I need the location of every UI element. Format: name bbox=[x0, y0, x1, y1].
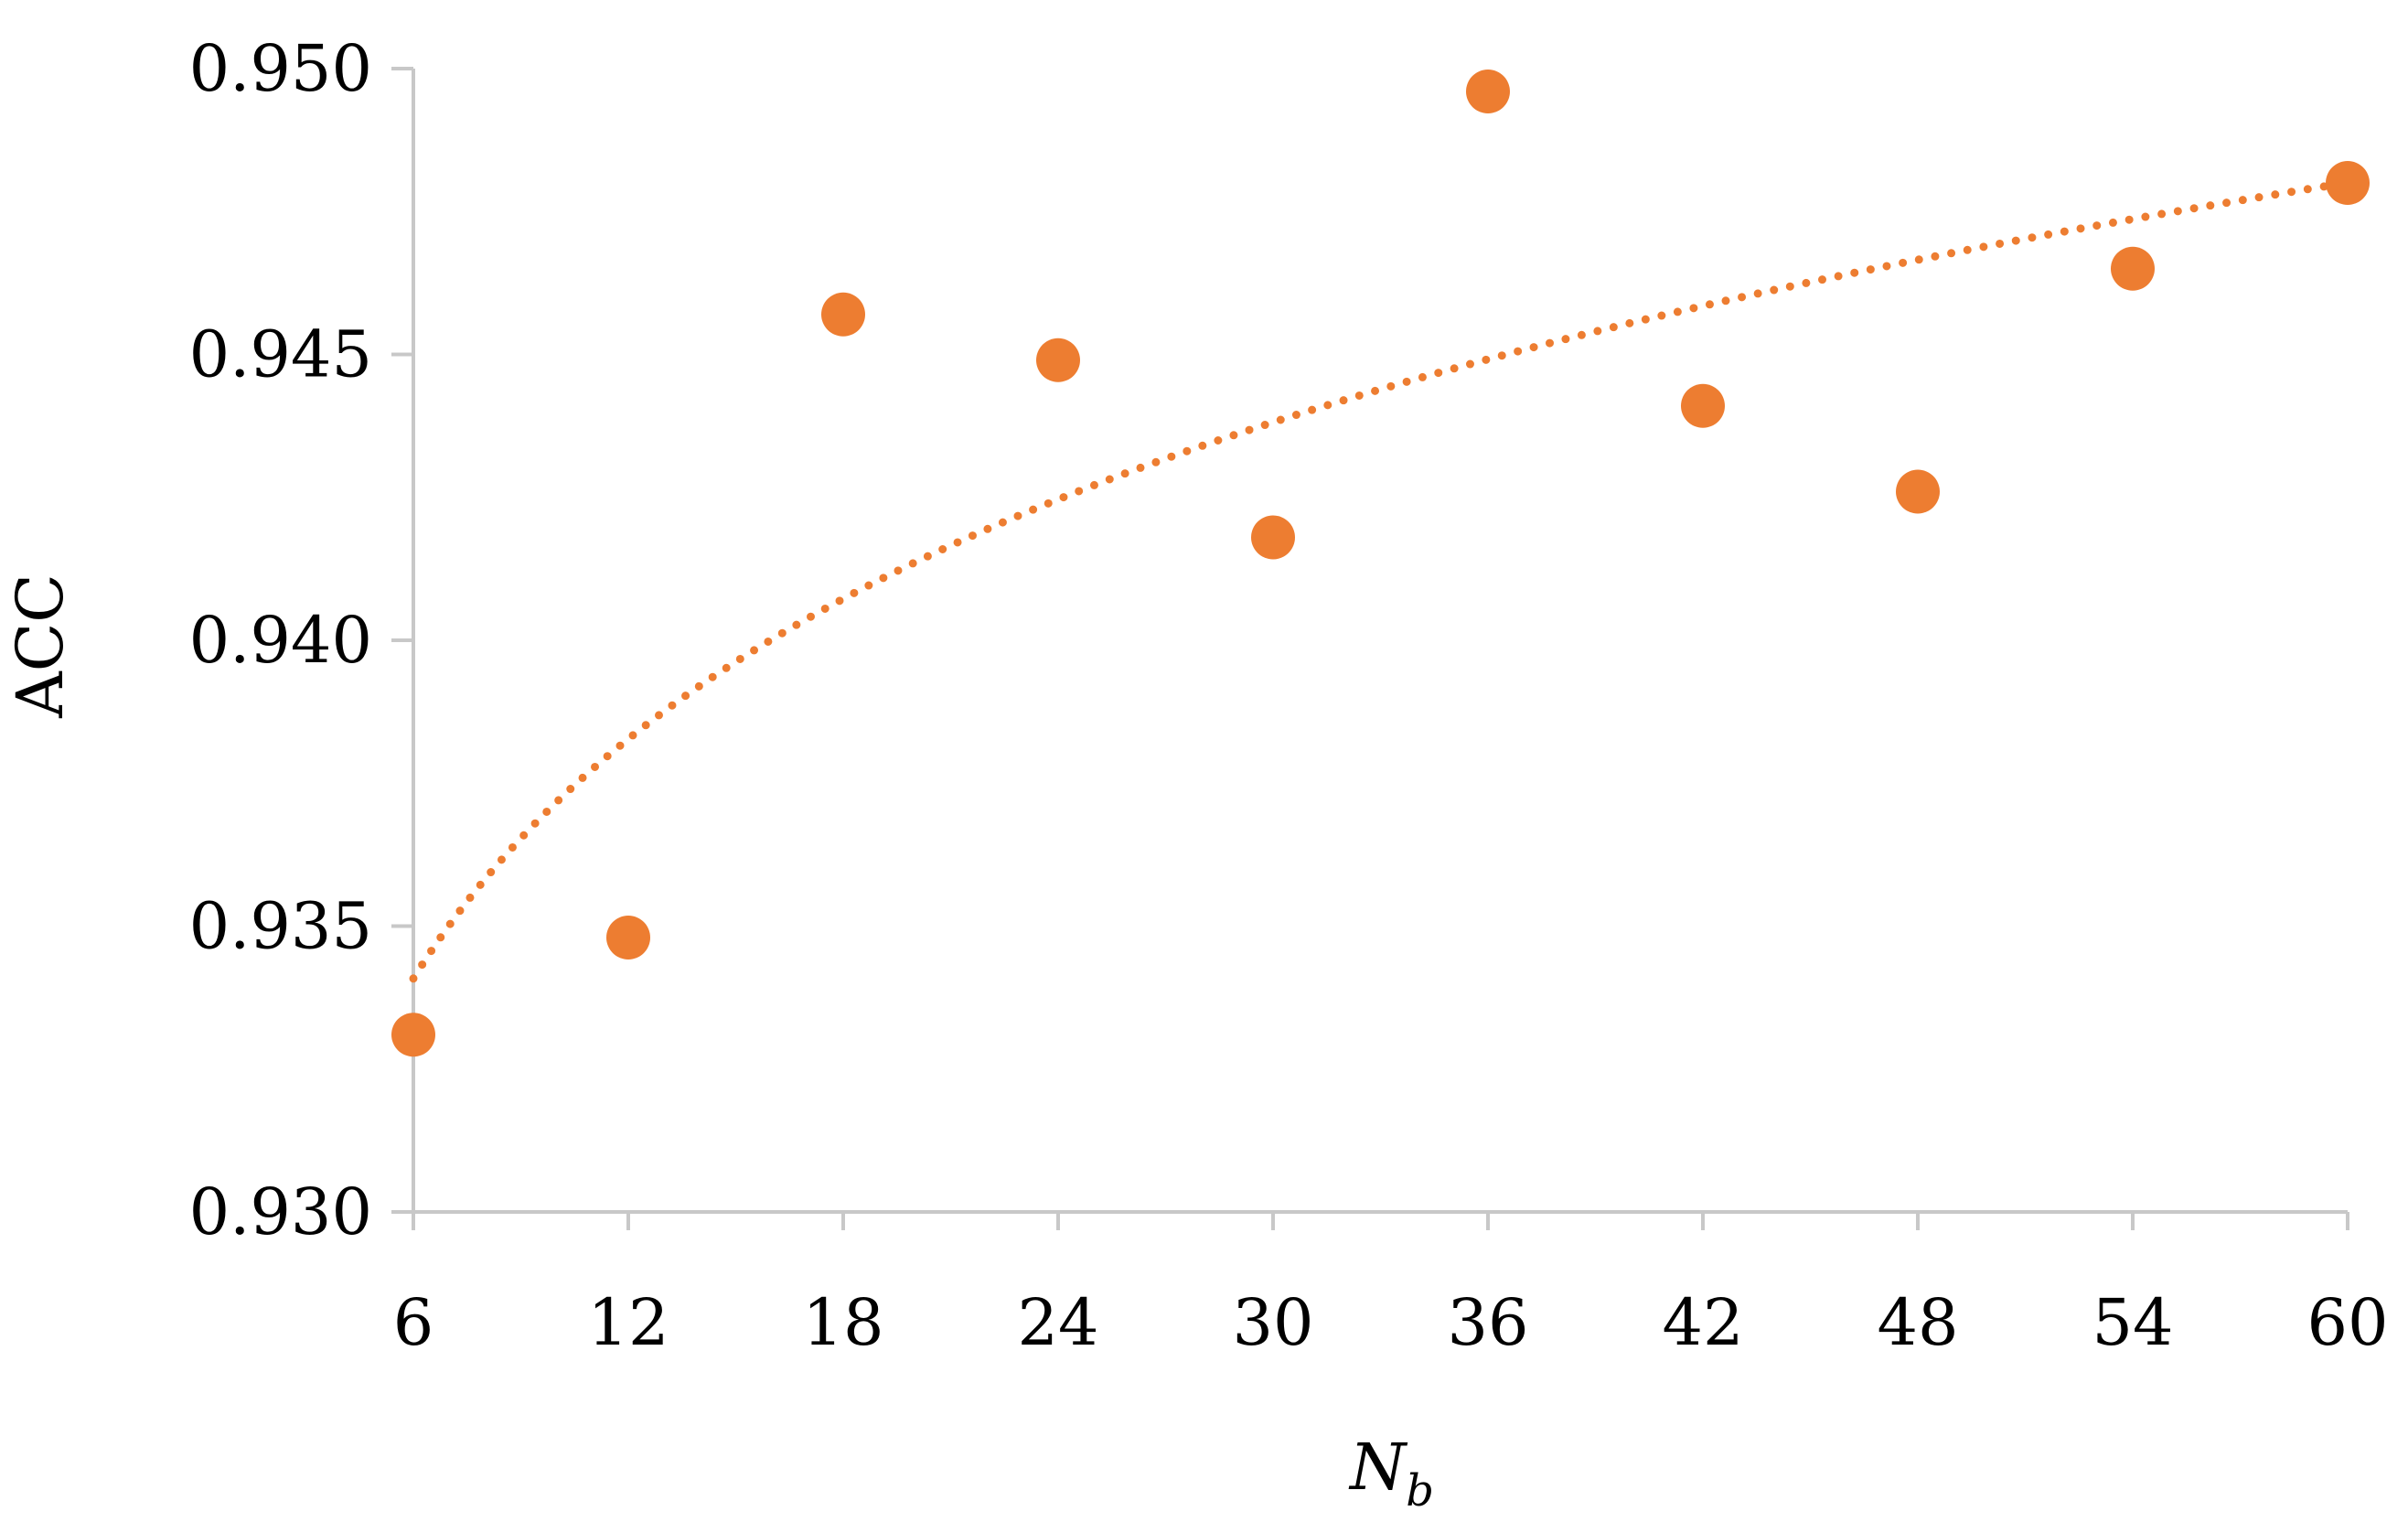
y-tick-label: 0.940 bbox=[189, 603, 372, 678]
x-tick-label: 12 bbox=[587, 1285, 669, 1360]
x-axis-title-subscript: b bbox=[1406, 1465, 1434, 1517]
x-tick-label: 42 bbox=[1662, 1285, 1743, 1360]
data-point bbox=[1251, 515, 1295, 560]
x-tick-label: 18 bbox=[802, 1285, 883, 1360]
x-ticks: 6 12 18 24 30 36 42 48 54 60 bbox=[393, 1212, 2389, 1360]
y-tick-label: 0.930 bbox=[189, 1174, 372, 1249]
x-tick-label: 54 bbox=[2092, 1285, 2173, 1360]
y-ticks: 0.930 0.935 0.940 0.945 0.950 bbox=[189, 31, 413, 1249]
data-point bbox=[391, 1013, 435, 1057]
data-point bbox=[606, 916, 650, 959]
trendline-group bbox=[409, 178, 2352, 983]
x-axis-title-main: N bbox=[1348, 1430, 1408, 1505]
data-point bbox=[2326, 161, 2370, 205]
y-tick-label: 0.945 bbox=[189, 317, 372, 392]
points-group bbox=[391, 70, 2370, 1057]
data-point bbox=[1896, 469, 1940, 514]
y-tick-label: 0.950 bbox=[189, 31, 372, 106]
data-point bbox=[2111, 246, 2155, 291]
data-point bbox=[821, 292, 865, 337]
x-tick-label: 6 bbox=[393, 1285, 434, 1360]
data-point bbox=[1036, 338, 1080, 382]
x-tick-label: 60 bbox=[2306, 1285, 2388, 1360]
x-tick-label: 48 bbox=[1877, 1285, 1958, 1360]
x-axis-title: Nb bbox=[1348, 1430, 1434, 1517]
x-tick-label: 36 bbox=[1447, 1285, 1528, 1360]
y-tick-label: 0.935 bbox=[189, 889, 372, 964]
data-point bbox=[1681, 383, 1725, 428]
trendline bbox=[409, 178, 2352, 983]
data-point bbox=[1466, 70, 1510, 113]
x-tick-label: 24 bbox=[1017, 1285, 1098, 1360]
y-axis-title: ACC bbox=[3, 574, 78, 719]
x-tick-label: 30 bbox=[1232, 1285, 1313, 1360]
axes bbox=[412, 69, 2348, 1214]
